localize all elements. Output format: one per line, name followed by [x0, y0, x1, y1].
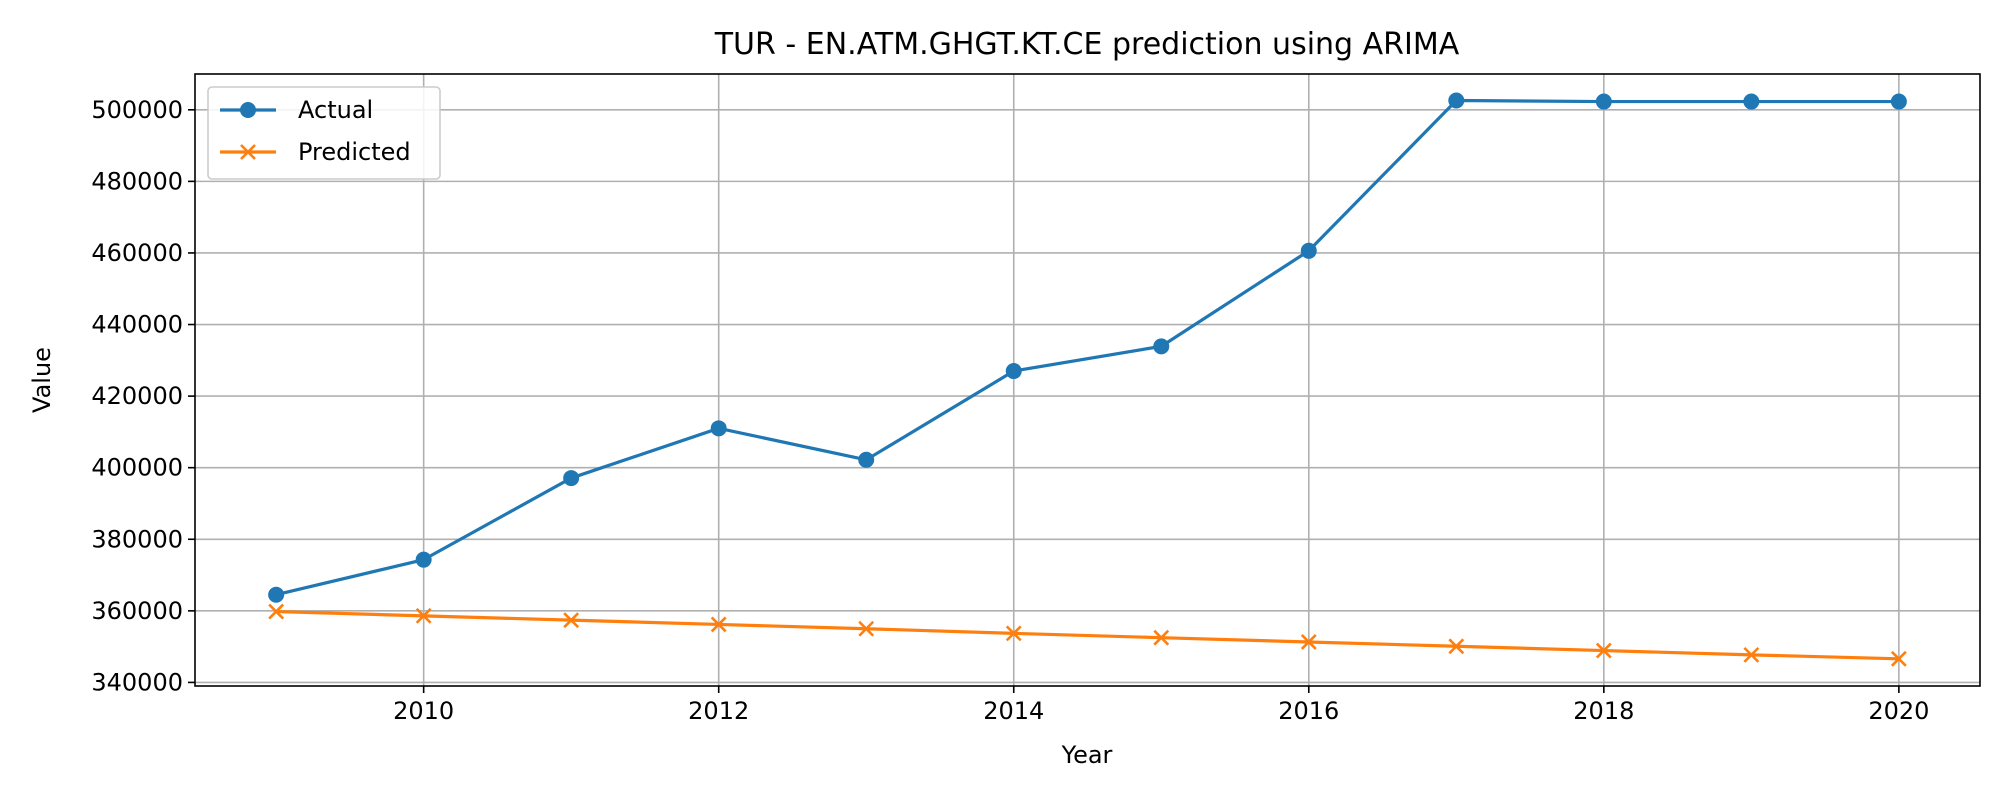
data-point-predicted: [268, 603, 285, 620]
data-point-actual: [415, 551, 432, 568]
grid-layer: [195, 74, 1980, 686]
y-axis: 340000 360000 380000 400000 420000 440000 4600…: [91, 96, 195, 696]
data-point-actual: [1448, 92, 1465, 109]
data-point-predicted: [415, 607, 432, 624]
data-point-actual: [1005, 363, 1022, 380]
data-point-predicted: [1890, 650, 1907, 667]
series-actual: [268, 92, 1907, 603]
y-tick-label: 340000: [91, 668, 183, 696]
x-axis: 2010 2012 2014 2016 2018 2020: [393, 686, 1929, 725]
x-tick-label: 2018: [1573, 697, 1634, 725]
data-point-actual: [1890, 93, 1907, 110]
x-axis-label: Year: [1061, 741, 1113, 769]
data-point-predicted: [1448, 638, 1465, 655]
x-tick-label: 2014: [983, 697, 1044, 725]
data-point-predicted: [858, 620, 875, 637]
legend-label: Actual: [298, 96, 373, 124]
data-point-predicted: [1300, 634, 1317, 650]
y-tick-label: 400000: [91, 454, 183, 482]
series-line-actual: [275, 98, 1899, 597]
y-tick-label: 360000: [91, 597, 183, 625]
x-tick-label: 2020: [1868, 697, 1929, 725]
y-tick-label: 480000: [91, 167, 183, 195]
legend-item-predicted: Predicted: [220, 138, 411, 166]
data-point-actual: [1743, 93, 1760, 110]
legend-item-actual: Actual: [220, 96, 373, 124]
data-point-predicted: [710, 616, 727, 633]
data-point-actual: [268, 586, 285, 603]
y-axis-label: Value: [28, 347, 56, 413]
x-tick-label: 2012: [688, 697, 749, 725]
legend-label: Predicted: [298, 138, 411, 166]
data-point-predicted: [1595, 642, 1612, 659]
data-point-actual: [710, 420, 727, 437]
y-tick-label: 380000: [91, 525, 183, 553]
y-tick-label: 500000: [91, 96, 183, 124]
data-point-actual: [1153, 338, 1170, 355]
y-tick-label: 420000: [91, 382, 183, 410]
x-tick-label: 2010: [393, 697, 454, 725]
data-point-actual: [1595, 93, 1612, 110]
data-point-actual: [563, 470, 580, 487]
y-tick-label: 460000: [91, 239, 183, 267]
data-point-actual: [1300, 242, 1317, 259]
data-point-predicted: [1153, 629, 1170, 646]
data-point-predicted: [563, 612, 580, 629]
chart-title: TUR - EN.ATM.GHGT.KT.CE prediction using…: [714, 27, 1460, 62]
series-predicted: [268, 603, 1907, 667]
series-layer: [268, 92, 1907, 667]
data-point-actual: [858, 451, 875, 468]
data-point-predicted: [1743, 646, 1760, 663]
y-tick-label: 440000: [91, 311, 183, 339]
plot-frame: [194, 73, 1981, 687]
data-point-predicted: [1005, 625, 1022, 642]
legend: Actual Predicted: [207, 86, 441, 180]
x-tick-label: 2016: [1278, 697, 1339, 725]
series-line-predicted: [276, 609, 1899, 661]
